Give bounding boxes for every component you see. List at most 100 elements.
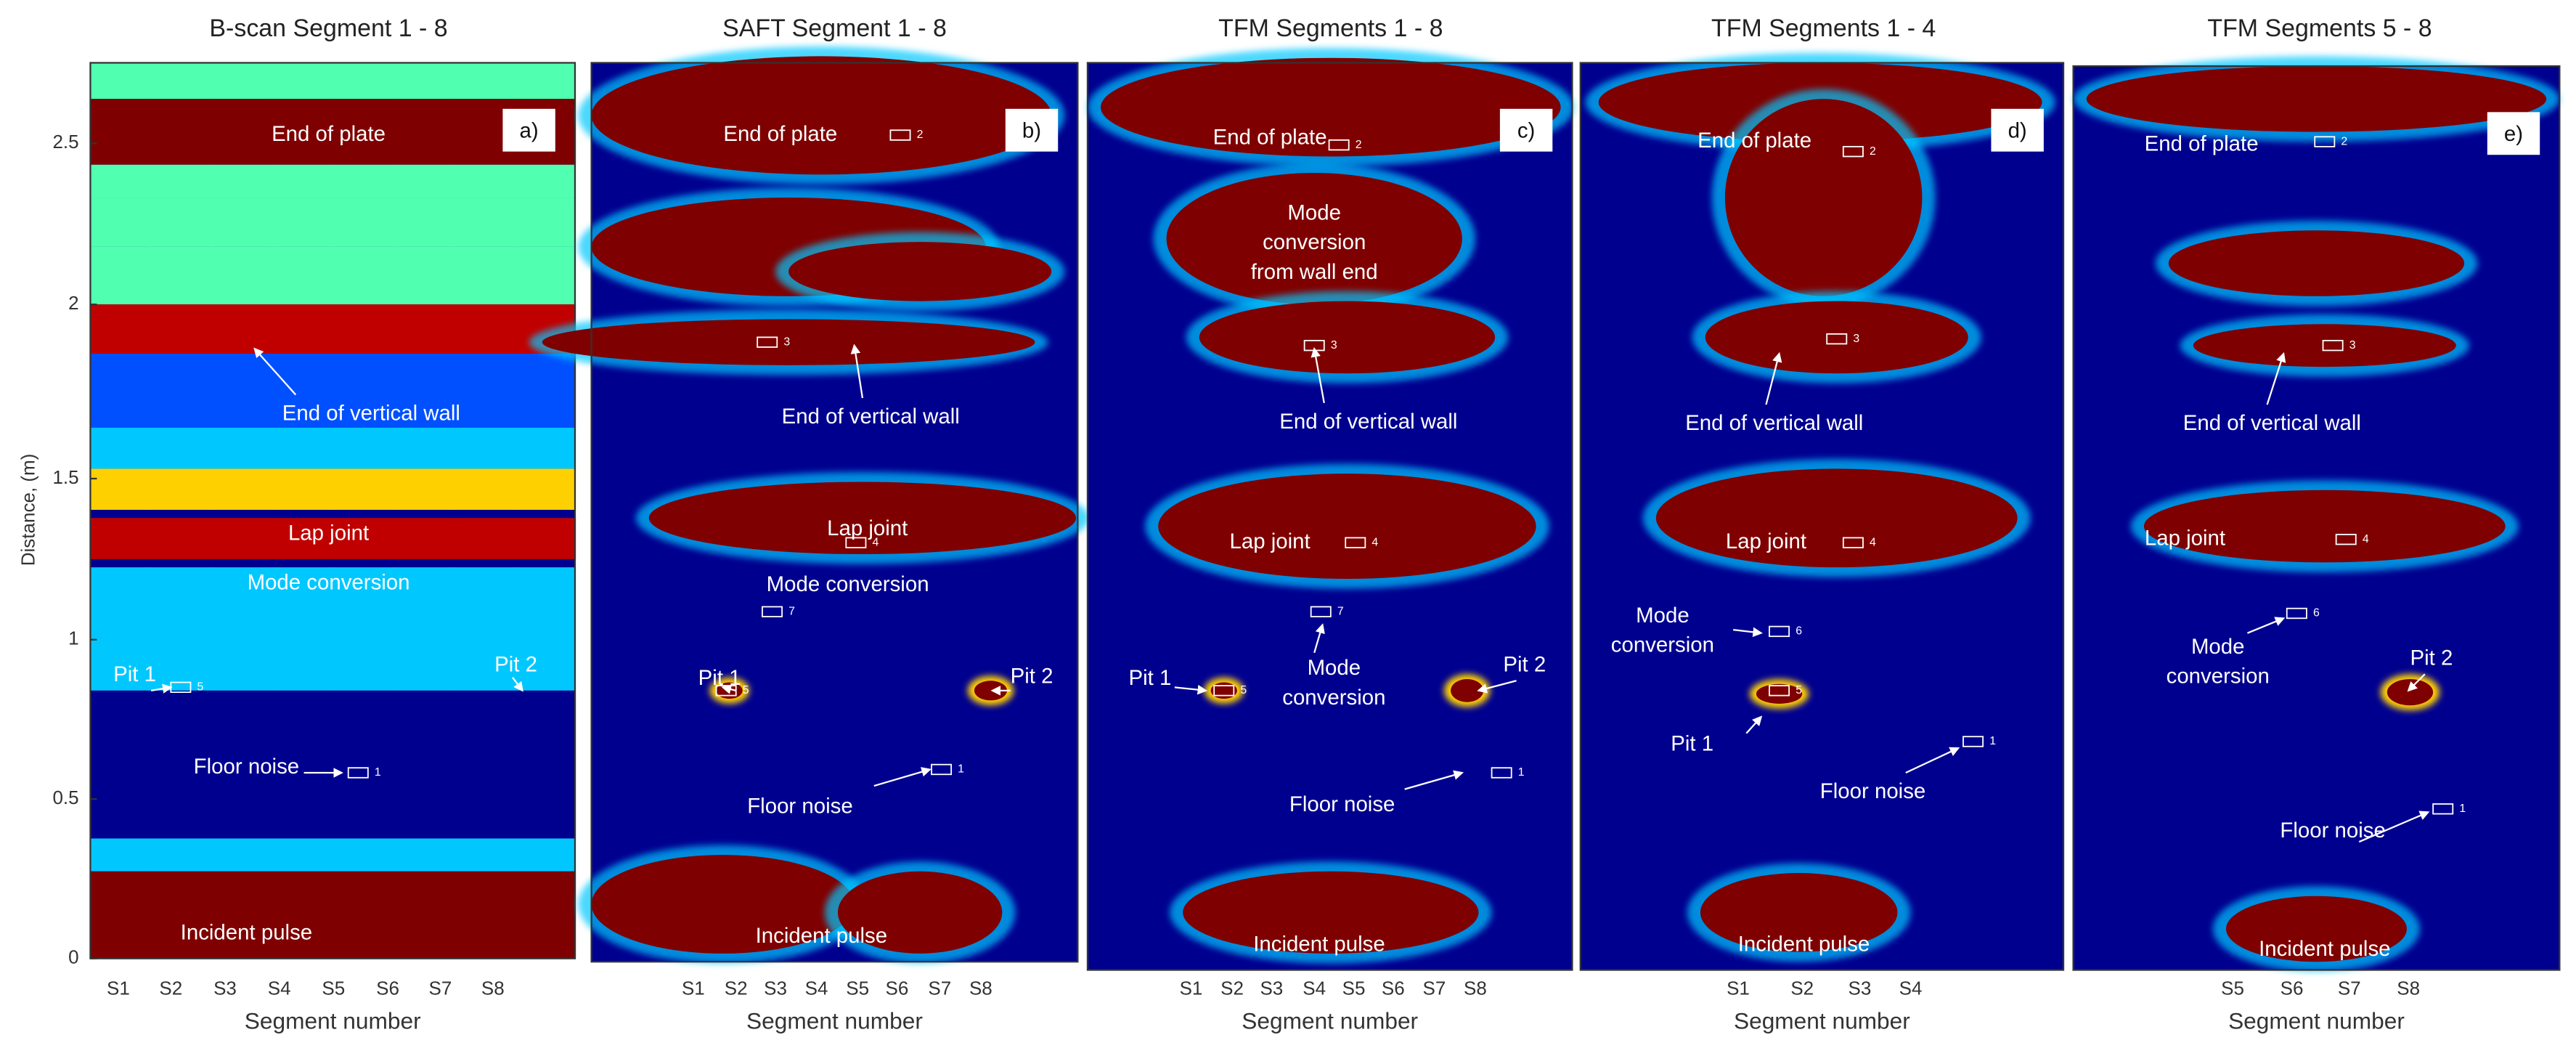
heatmap-blob: [648, 482, 1077, 555]
heatmap-band: [150, 164, 213, 198]
heatmap-band: [454, 468, 515, 510]
heatmap-band: [150, 567, 213, 691]
heatmap-band: [333, 518, 394, 559]
heatmap-blob: [838, 871, 1003, 954]
panel-title: SAFT Segment 1 - 8: [722, 15, 947, 42]
heatmap-band: [393, 164, 455, 198]
panel-title: B-scan Segment 1 - 8: [209, 15, 447, 42]
y-tick-label: 2.5: [52, 131, 78, 153]
marker-box: [1769, 685, 1790, 697]
marker-box: [170, 681, 192, 694]
annotation: Incident pulse: [1738, 932, 1870, 956]
heatmap-band: [454, 871, 515, 959]
heatmap-band: [150, 99, 213, 165]
heatmap-band: [454, 518, 515, 559]
heatmap-band: [211, 871, 273, 959]
x-tick-label: S7: [429, 978, 452, 999]
heatmap-blob: [1158, 474, 1536, 579]
heatmap-band: [393, 518, 455, 559]
pit-core: [1210, 682, 1237, 699]
heatmap-band: [333, 246, 394, 305]
heatmap-band: [150, 468, 213, 510]
pit-core: [1451, 679, 1484, 702]
arrow: [1765, 352, 1782, 405]
marker-box: [1303, 339, 1325, 352]
heatmap-band: [333, 353, 394, 428]
panel-label: a): [520, 118, 539, 142]
panel-frame: [1086, 62, 1573, 971]
x-tick-label: S2: [1220, 978, 1244, 999]
heatmap-band: [90, 304, 152, 354]
heatmap-band: [393, 871, 455, 959]
y-tick-label: 1.5: [52, 466, 78, 488]
heatmap-blob: [1101, 57, 1561, 157]
heatmap-band: [272, 246, 334, 305]
annotation: Lap joint: [2145, 526, 2225, 550]
arrow: [2247, 617, 2286, 634]
arrow: [1404, 770, 1464, 790]
heatmap-band: [211, 198, 273, 247]
marker-number: 4: [873, 536, 879, 548]
panel-frame: [89, 62, 576, 959]
x-tick-label: S4: [268, 978, 291, 999]
heatmap-band: [211, 62, 273, 100]
marker-number: 4: [1371, 536, 1378, 548]
heatmap-blob: [1183, 871, 1479, 954]
marker-number: 4: [2363, 533, 2369, 545]
panel-label-box: [2487, 112, 2540, 155]
heatmap-band: [454, 353, 515, 428]
heatmap-band: [393, 246, 455, 305]
annotation: End of plate: [1213, 125, 1327, 149]
marker-box: [1491, 767, 1512, 779]
heatmap-band: [333, 164, 394, 198]
heatmap-band: [514, 164, 576, 198]
x-tick-label: S5: [322, 978, 345, 999]
heatmap-band: [150, 871, 213, 959]
annotation: Pit 1: [113, 662, 156, 686]
panel-title: TFM Segments 1 - 4: [1711, 15, 1936, 42]
x-tick-label: S7: [1422, 978, 1446, 999]
annotation: End of vertical wall: [1685, 411, 1863, 435]
heatmap-band: [211, 838, 273, 872]
heatmap-band: [454, 427, 515, 469]
annotation: Mode: [1636, 604, 1690, 628]
heatmap-band: [454, 164, 515, 198]
heatmap-band: [333, 304, 394, 354]
panel-label: e): [2504, 122, 2523, 146]
heatmap-blob: [2086, 66, 2547, 132]
marker-box: [889, 129, 911, 141]
marker-number: 2: [2341, 135, 2347, 147]
marker-number: 1: [1989, 735, 1996, 747]
marker-box: [1842, 537, 1864, 548]
heatmap-band: [454, 198, 515, 247]
heatmap-band: [272, 567, 334, 691]
panel-frame: [590, 62, 1079, 963]
x-axis-label: Segment number: [2228, 1007, 2405, 1033]
annotation: conversion: [1611, 633, 1714, 657]
heatmap-band: [272, 304, 334, 354]
marker-box: [931, 763, 953, 776]
heatmap-band: [211, 164, 273, 198]
panel-label: c): [1517, 118, 1536, 142]
x-tick-label: S1: [682, 978, 705, 999]
annotation: Mode conversion: [248, 571, 410, 595]
y-tick-label: 2: [68, 292, 78, 314]
heatmap-band: [90, 567, 152, 691]
marker-box: [1345, 537, 1366, 548]
heatmap-band: [150, 246, 213, 305]
x-tick-label: S8: [1464, 978, 1487, 999]
marker-box: [757, 336, 778, 348]
heatmap-band: [272, 62, 334, 100]
marker-box: [715, 685, 737, 697]
marker-number: 2: [1870, 145, 1876, 158]
marker-box: [347, 767, 369, 779]
marker-box: [2322, 339, 2344, 352]
heatmap-band: [393, 427, 455, 469]
heatmap-blob: [1655, 468, 2018, 568]
marker-box: [1328, 139, 1350, 151]
marker-box: [2335, 533, 2357, 545]
arrow: [873, 767, 932, 787]
annotation: End of plate: [1697, 129, 1811, 153]
heatmap-band: [272, 99, 334, 165]
heatmap-band: [211, 427, 273, 469]
